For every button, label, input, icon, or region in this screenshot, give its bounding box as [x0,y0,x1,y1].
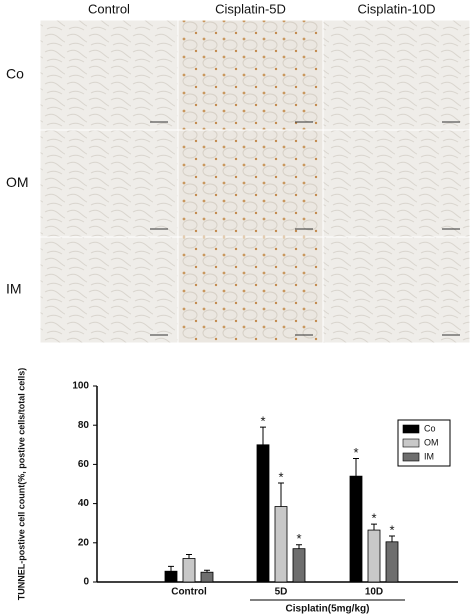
y-axis-label: TUNNEL-postive cell count(%, postive cel… [16,368,26,601]
x-tick-label: 5D [275,587,288,598]
significance-marker: * [296,531,301,546]
micrograph [39,19,179,131]
y-tick-label: 40 [78,498,90,509]
row-label: Co [6,66,24,82]
micrograph [177,129,324,238]
micrograph [322,129,471,238]
error-bar [389,535,395,542]
row-label: IM [6,281,22,297]
micrograph [322,19,471,131]
bar [164,570,178,583]
micrograph [39,129,179,238]
y-tick-label: 0 [83,577,89,588]
y-tick-label: 60 [78,459,90,470]
x-group-label: Cisplatin(5mg/kg) [286,604,370,615]
column-header: Control [88,1,130,16]
bar [349,475,363,583]
error-bar [204,569,210,573]
error-bar [296,544,302,549]
significance-marker: * [260,414,265,429]
bar [274,506,288,583]
bar [367,529,381,583]
bar [385,541,399,583]
bar [256,444,270,583]
legend-swatch [402,452,420,462]
micrograph [39,236,179,344]
bar [200,571,214,583]
error-bar [371,523,377,531]
micrograph [177,236,324,344]
legend-swatch [402,438,420,448]
y-tick-label: 80 [78,420,90,431]
error-bar [278,482,284,507]
significance-marker: * [278,469,283,484]
column-header: Cisplatin-10D [357,1,435,16]
x-tick-label: 10D [365,587,383,598]
significance-marker: * [371,511,376,526]
micrograph [177,19,324,131]
row-label: OM [6,174,29,190]
micrograph [322,236,471,344]
y-tick-label: 20 [78,537,90,548]
legend-label: OM [424,437,439,447]
error-bar [353,458,359,477]
legend-swatch [402,424,420,434]
legend-label: Co [424,423,436,433]
column-header: Cisplatin-5D [215,1,286,16]
bar [182,558,196,583]
x-tick-label: Control [171,587,207,598]
error-bar [186,554,192,559]
significance-marker: * [389,522,394,537]
error-bar [260,426,266,445]
bar [292,548,306,583]
y-tick-label: 100 [72,381,89,392]
error-bar [168,565,174,572]
significance-marker: * [353,445,358,460]
legend-label: IM [424,451,434,461]
